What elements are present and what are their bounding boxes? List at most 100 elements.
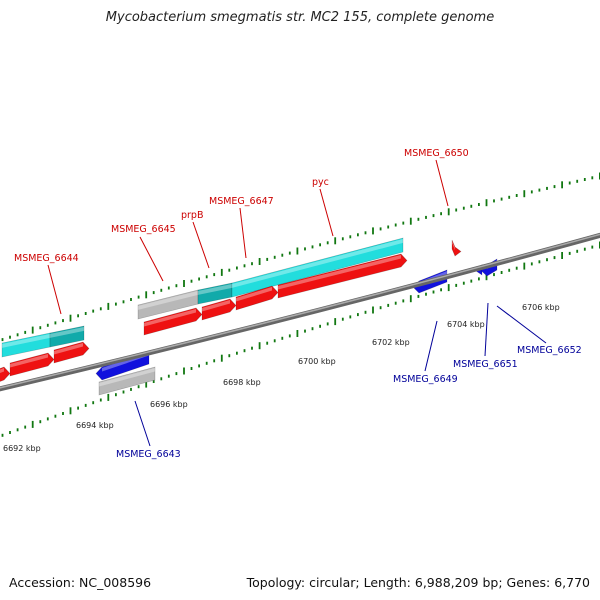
inner-tick-40 [296,330,299,337]
outer-tick-20 [145,291,148,299]
gene-block-prpb-shine [198,284,232,295]
outer-tick-7 [46,323,49,327]
gene-label-prpb[interactable]: prpB [181,210,203,221]
outer-tick-49 [364,231,367,235]
gene-label-msmeg-6651[interactable]: MSMEG_6651 [453,359,518,370]
gene-label-msmeg-6645[interactable]: MSMEG_6645 [111,224,176,235]
inner-tick-30 [220,354,223,362]
gene-label-msmeg-6649[interactable]: MSMEG_6649 [393,374,458,385]
inner-tick-71 [530,262,533,266]
outer-tick-22 [160,288,163,292]
outer-tick-32 [236,266,238,270]
outer-tick-13 [92,309,95,313]
inner-tick-17 [122,390,125,394]
inner-tick-55 [409,295,412,303]
cds-msmeg-6647-shine [236,287,272,302]
tick-label-6698: 6698 kbp [223,378,261,387]
outer-tick-2 [9,335,11,339]
inner-tick-67 [500,271,503,274]
outer-tick-45 [334,237,337,245]
outer-tick-76 [568,181,571,185]
gene-block-msmeg-6645-shine [138,291,198,310]
leader-msmeg-6647 [239,207,247,259]
cds-pyc-shine [278,255,401,290]
gene-block-msmeg-6644-shine [2,334,50,348]
inner-tick-36 [266,341,269,345]
outer-tick-67 [500,197,503,201]
gene-label-msmeg-6644[interactable]: MSMEG_6644 [14,253,79,264]
outer-tick-54 [402,221,405,225]
inner-tick-47 [349,315,352,319]
outer-tick-56 [417,217,420,221]
cds-pyc [277,253,408,299]
outer-tick-57 [425,215,427,219]
inner-tick-23 [167,374,170,378]
outer-tick-70 [523,190,526,198]
outer-tick-60 [447,208,450,216]
inner-tick-59 [440,288,442,292]
inner-tick-74 [553,256,556,260]
outer-tick-78 [583,178,586,181]
outer-tick-71 [530,190,533,194]
outer-tick-53 [394,223,397,227]
outer-tick-26 [190,279,193,283]
outer-tick-52 [387,225,390,229]
inner-tick-1 [1,433,4,437]
inner-tick-72 [538,260,541,264]
outer-tick-29 [213,273,216,277]
outer-tick-79 [591,176,594,180]
outer-tick-10 [69,314,72,322]
outer-tick-31 [228,268,231,272]
cds-msmeg-6643-fwd-shine [0,368,4,374]
gene-label-msmeg-6643[interactable]: MSMEG_6643 [116,449,181,460]
gene-label-msmeg-6647[interactable]: MSMEG_6647 [209,196,274,207]
gene-block-msmeg-6647-pyc-shine [232,239,403,288]
inner-tick-2 [9,431,11,434]
inner-tick-65 [485,273,488,281]
outer-tick-68 [508,195,511,199]
gene-label-msmeg-6650[interactable]: MSMEG_6650 [404,148,469,159]
outer-tick-58 [432,214,435,218]
outer-tick-8 [54,321,57,325]
outer-tick-42 [311,245,314,249]
gene-block-msmeg-6647-pyc [231,237,404,298]
inner-tick-63 [470,279,473,283]
outer-tick-69 [515,194,518,197]
inner-tick-29 [213,359,216,363]
inner-tick-76 [568,251,571,255]
inner-tick-24 [175,372,178,376]
leader-msmeg-6644 [47,264,62,315]
gene-label-msmeg-6652[interactable]: MSMEG_6652 [517,345,582,356]
pseudo-msmeg-6643-shine [99,368,155,387]
inner-tick-56 [417,294,420,298]
inner-tick-78 [583,247,586,251]
outer-tick-59 [440,212,442,216]
inner-tick-48 [357,313,359,317]
inner-tick-15 [107,393,110,401]
inner-tick-53 [394,301,397,305]
inner-tick-33 [243,349,246,353]
cds-msmeg-6650 [451,239,462,257]
outer-tick-75 [561,181,563,189]
tick-label-6702: 6702 kbp [372,338,410,347]
outer-tick-43 [319,243,321,247]
outer-tick-34 [251,262,253,266]
cds-msmeg-6647 [235,285,279,311]
inner-tick-20 [145,380,148,388]
tick-label-6694: 6694 kbp [76,421,114,430]
genome-backbone [0,232,600,392]
inner-tick-32 [236,351,238,355]
outer-tick-62 [462,206,465,210]
outer-tick-44 [326,241,329,245]
tick-label-6692: 6692 kbp [3,444,41,453]
inner-tick-7 [46,417,49,421]
gene-label-pyc[interactable]: pyc [312,177,329,188]
outer-tick-33 [243,264,246,268]
outer-tick-61 [455,208,458,212]
outer-tick-18 [130,298,132,301]
inner-tick-39 [288,334,291,338]
outer-tick-46 [341,237,344,241]
outer-tick-50 [372,227,374,235]
